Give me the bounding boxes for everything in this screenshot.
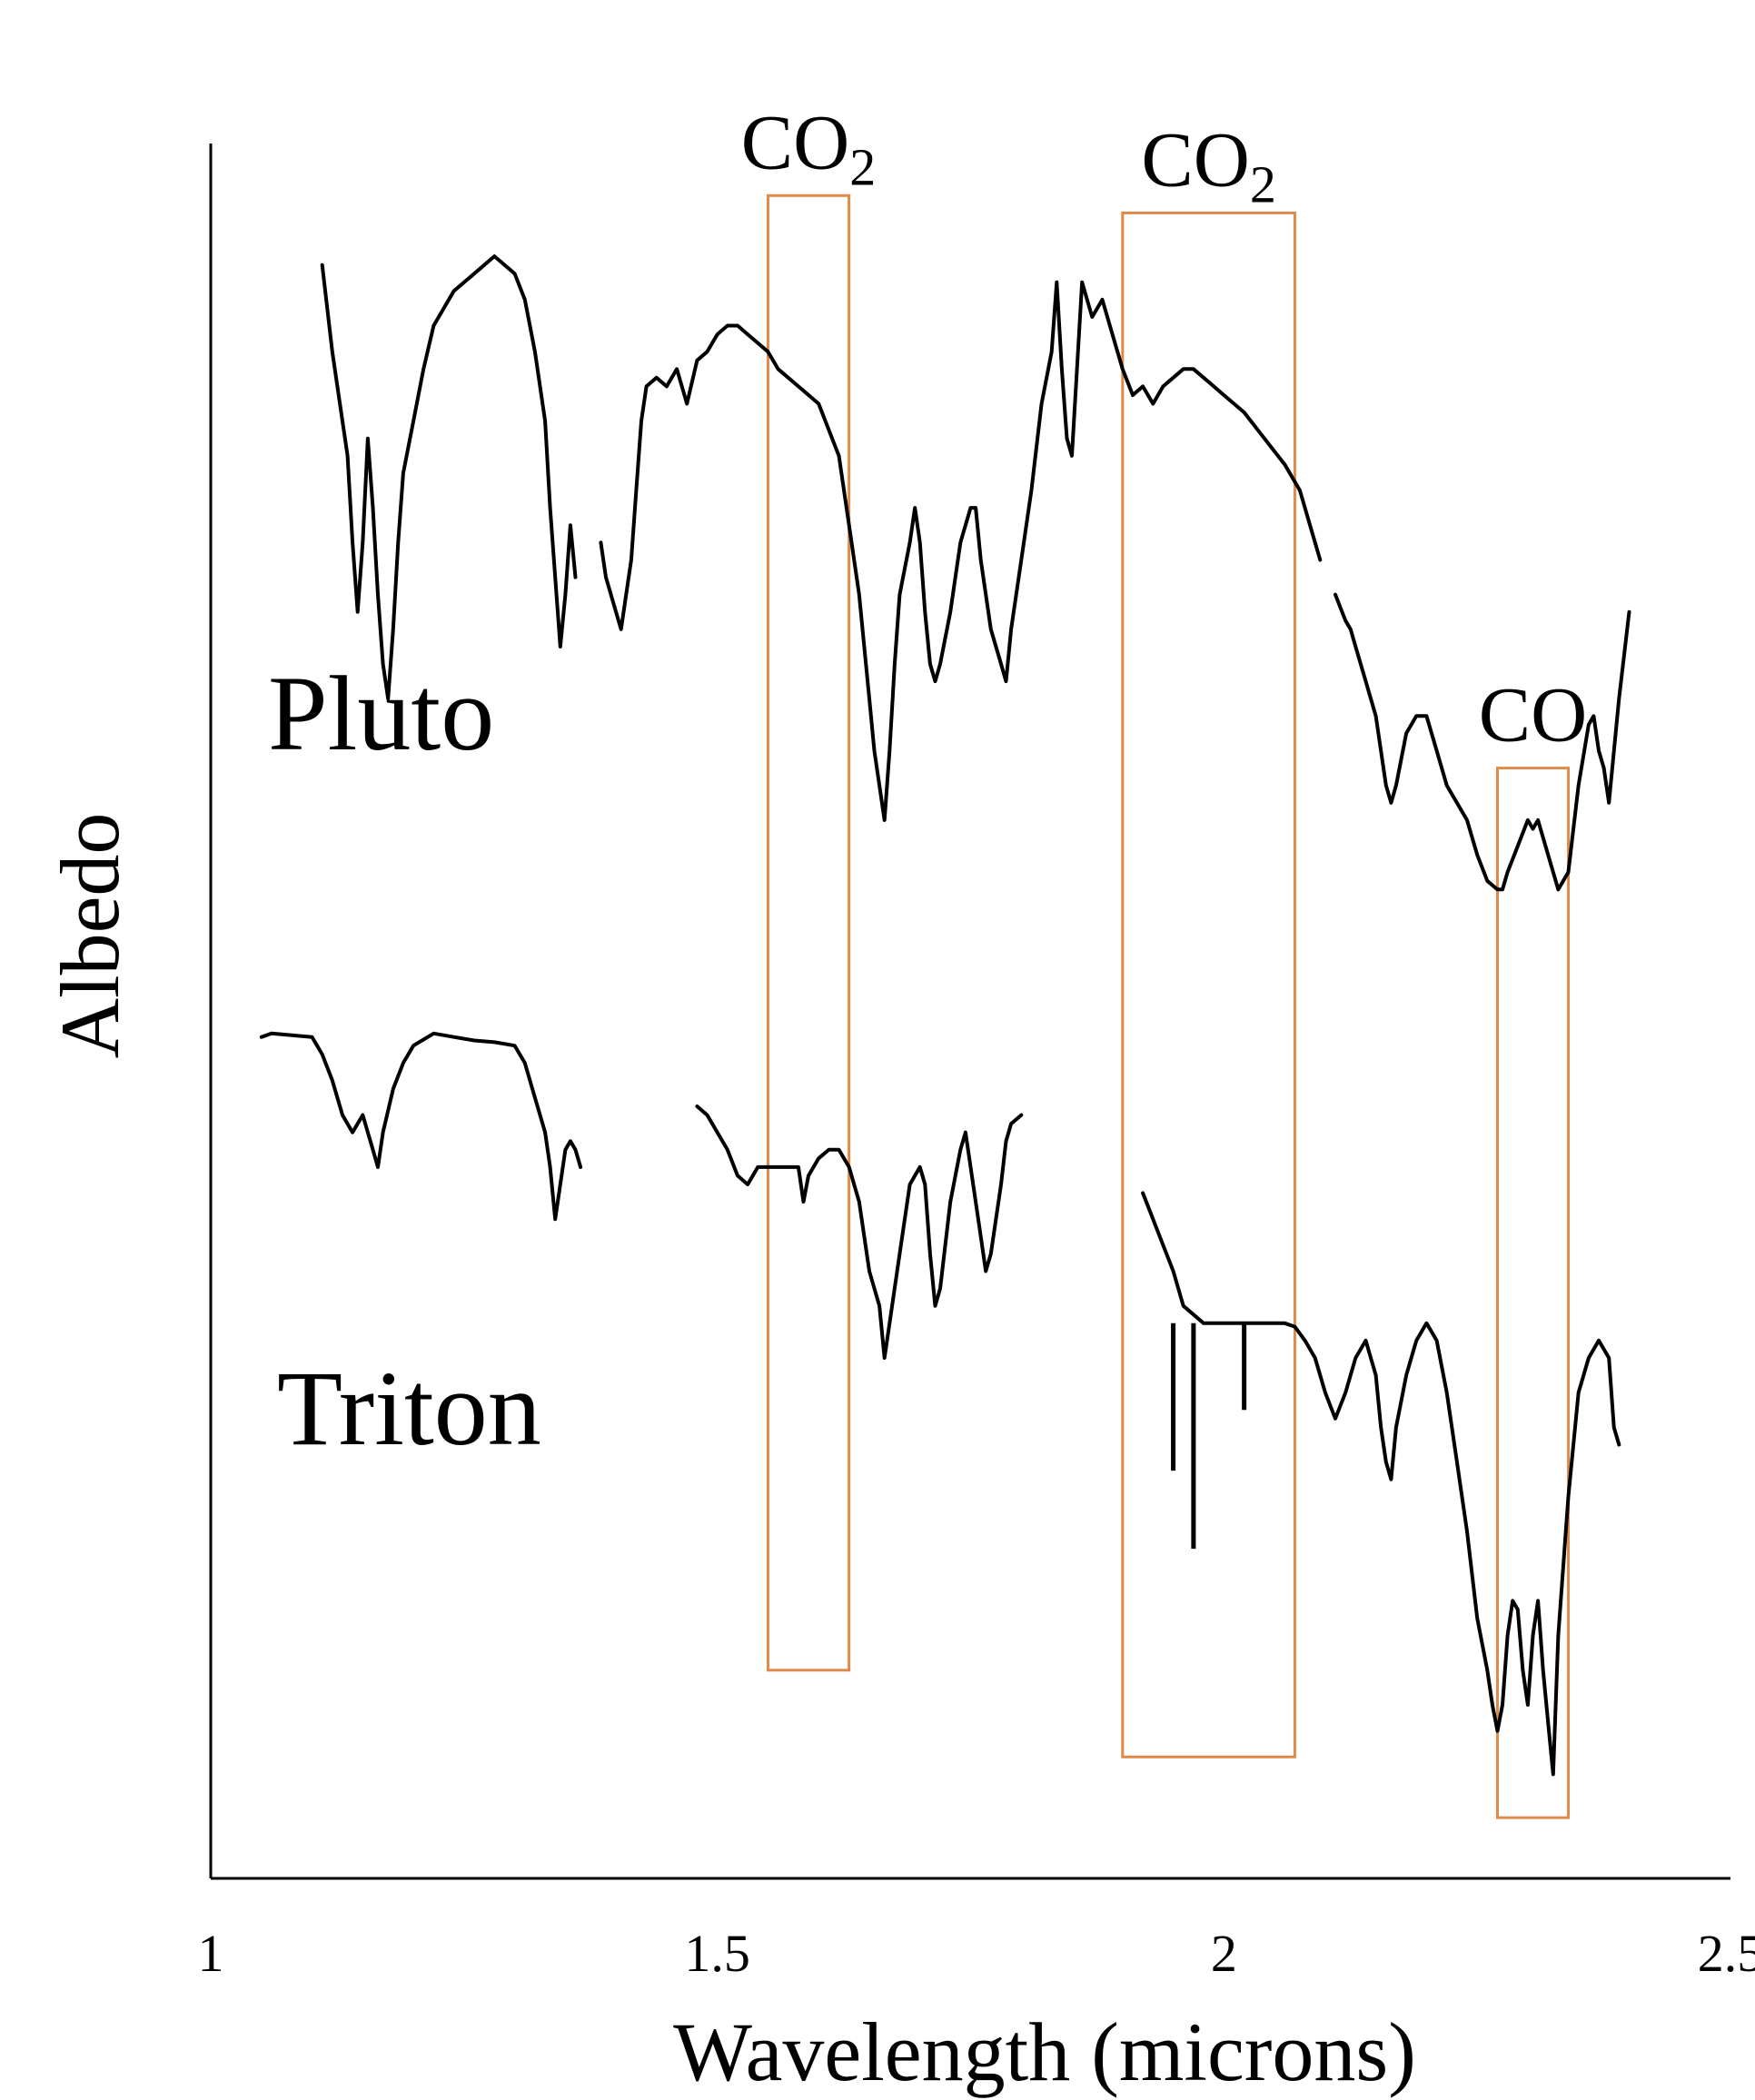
spectra (259, 254, 1631, 1777)
series-triton-segment-0 (259, 1031, 583, 1222)
series-triton-segment-1 (695, 1104, 1024, 1360)
x-tick-label-3: 2.5 (1698, 1924, 1755, 1983)
x-tick-label-0: 1 (198, 1924, 224, 1983)
series-labels: Pluto Triton (268, 654, 541, 1468)
x-tick-labels: 1 1.5 2 2.5 (198, 1924, 1755, 1983)
y-axis-title: Albedo (44, 813, 136, 1059)
series-label-triton: Triton (277, 1349, 541, 1468)
series-pluto-segment-2 (1334, 592, 1631, 892)
series-pluto-segment-1 (599, 280, 1323, 822)
series-triton-segment-2 (1141, 1191, 1621, 1777)
series-label-pluto: Pluto (268, 654, 494, 773)
band-label-2: CO (1479, 671, 1587, 758)
x-tick-label-2: 2 (1211, 1924, 1237, 1983)
series-pluto-segment-0 (320, 254, 578, 701)
band-box-0 (766, 193, 851, 1672)
x-axis-title: Wavelength (microns) (673, 2006, 1416, 2098)
absorption-bands: CO2 CO2 CO (741, 98, 1587, 1819)
x-tick-label-1: 1.5 (684, 1924, 750, 1983)
band-label-1: CO2 (1141, 115, 1275, 213)
band-box-1 (1121, 211, 1296, 1758)
band-label-0: CO2 (741, 98, 876, 196)
band-box-2 (1495, 767, 1571, 1819)
